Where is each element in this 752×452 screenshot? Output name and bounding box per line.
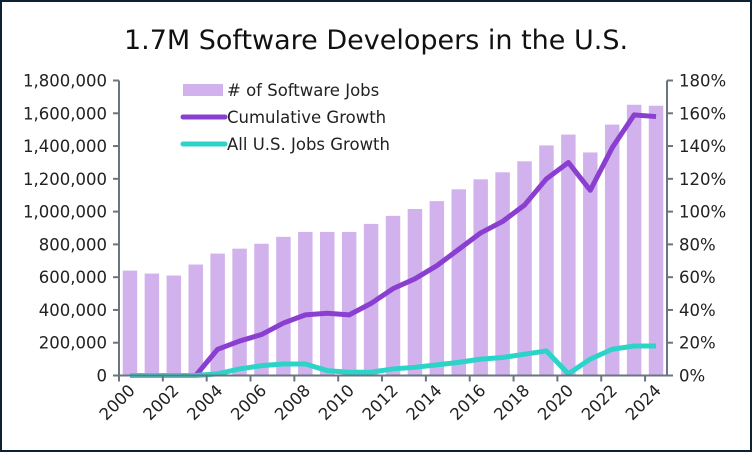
right-tick-label: 180% [679,72,726,91]
left-tick-label: 600,000 [39,268,107,287]
left-tick-label: 1,600,000 [23,104,107,123]
bar-2020 [561,134,576,376]
x-tick-label: 2018 [490,381,533,424]
bar-2008 [298,231,313,376]
right-tick-label: 20% [679,334,716,353]
right-tick-label: 80% [679,235,716,254]
bar-2007 [276,236,291,376]
bar-2017 [495,172,510,376]
x-tick-label: 2022 [578,381,621,424]
legend-label: All U.S. Jobs Growth [227,135,390,154]
bar-2011 [363,223,379,376]
x-tick-label: 2016 [446,381,489,424]
left-tick-label: 400,000 [39,301,107,320]
left-tick-label: 1,000,000 [23,203,107,222]
right-tick-label: 120% [679,170,726,189]
right-tick-label: 0% [679,367,705,386]
x-tick-label: 2004 [183,381,226,424]
x-tick-label: 2020 [534,381,577,424]
right-tick-label: 160% [679,104,726,123]
bar-2018 [517,161,532,376]
right-tick-label: 140% [679,137,726,156]
bar-2016 [473,179,488,376]
x-tick-label: 2002 [139,381,182,424]
bar-2005 [232,248,247,376]
left-tick-label: 1,800,000 [23,72,107,91]
x-tick-label: 2008 [271,381,314,424]
bar-2004 [210,253,225,376]
right-tick-label: 40% [679,301,716,320]
x-tick-label: 2012 [359,381,402,424]
bar-2024 [648,105,664,376]
line-series [129,112,657,378]
bar-2006 [254,243,269,376]
x-tick-label: 2000 [96,381,139,424]
bar-2001 [144,273,160,376]
left-tick-label: 1,200,000 [23,170,107,189]
bar-2013 [407,208,423,376]
x-tick-label: 2010 [315,381,358,424]
legend: # of Software Jobs Cumulative Growth All U… [180,81,390,154]
left-tick-label: 200,000 [39,334,107,353]
bar-2012 [385,215,401,376]
bar-2003 [188,264,203,376]
bar-2021 [583,152,598,376]
bar-2009 [320,231,335,376]
right-tick-label: 100% [679,203,726,222]
left-tick-label: 0 [97,367,108,386]
bar-2010 [341,231,357,376]
legend-label: # of Software Jobs [227,81,379,100]
legend-item-cumulative-growth: Cumulative Growth [180,108,386,127]
bar-2014 [429,201,445,376]
line-all-u-s-jobs-growth [129,343,657,378]
bar-2015 [451,189,466,376]
left-tick-label: 800,000 [39,235,107,254]
chart-title: 1.7M Software Developers in the U.S. [124,25,628,56]
x-tick-label: 2014 [403,381,446,424]
bar-2019 [539,145,554,376]
x-tick-label: 2024 [622,381,665,424]
legend-item--of-software-jobs: # of Software Jobs [183,81,379,100]
bar-2000 [122,270,138,376]
bar-2022 [604,124,620,376]
left-tick-label: 1,400,000 [23,137,107,156]
x-tick-label: 2006 [227,381,270,424]
right-tick-label: 60% [679,268,716,287]
legend-label: Cumulative Growth [227,108,386,127]
legend-item-all-u-s-jobs-growth: All U.S. Jobs Growth [180,135,390,154]
bar-2002 [166,275,182,376]
legend-swatch [183,84,223,96]
bar-2023 [626,104,642,376]
line-cumulative-growth [193,112,657,378]
